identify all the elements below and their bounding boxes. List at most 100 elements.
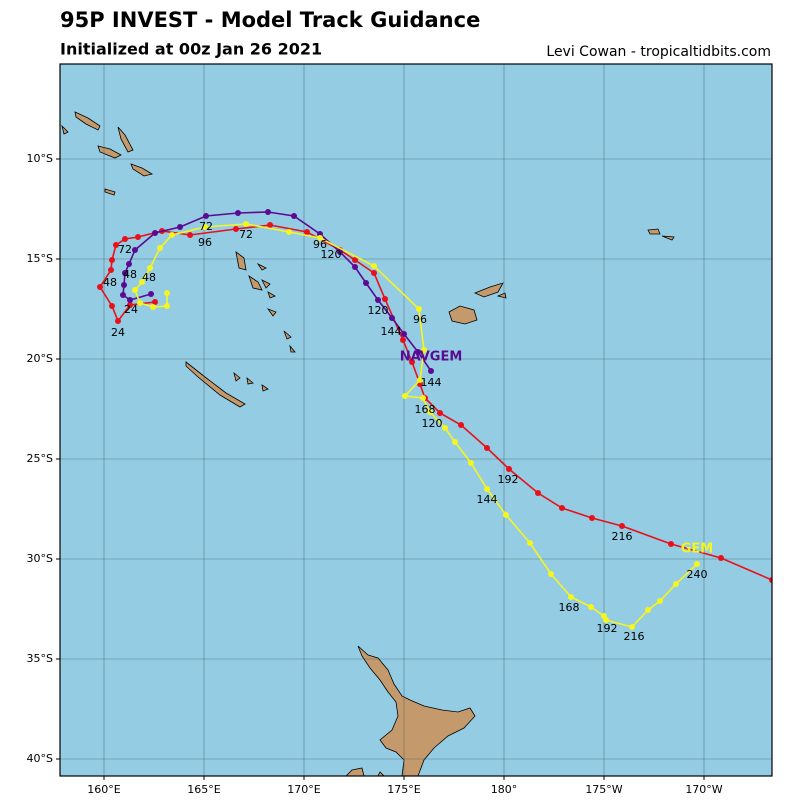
y-tick-label: 40°S	[27, 752, 53, 765]
track-point	[645, 607, 651, 613]
model-name: GEM	[681, 542, 714, 557]
track-point	[769, 577, 772, 583]
track-point	[415, 349, 421, 355]
title: 95P INVEST - Model Track Guidance	[60, 8, 480, 32]
track-point	[452, 439, 458, 445]
hour-label: 24	[124, 303, 138, 316]
track-point	[127, 302, 133, 308]
track-point	[152, 299, 158, 305]
track-point	[619, 523, 625, 529]
track-point	[109, 303, 115, 309]
track-point	[718, 555, 724, 561]
track-point	[371, 263, 377, 269]
track-point	[409, 359, 415, 365]
track-point	[417, 377, 423, 383]
track-point	[371, 270, 377, 276]
y-tick-label: 20°S	[27, 352, 53, 365]
model-name: NAVGEM	[400, 350, 463, 365]
track-point	[139, 279, 145, 285]
hour-label: 144	[381, 325, 402, 338]
track-point	[187, 232, 193, 238]
x-tick-label: 170°W	[685, 783, 722, 796]
track-point	[535, 490, 541, 496]
track-point	[673, 581, 679, 587]
track-point	[548, 571, 554, 577]
hour-label: 120	[368, 304, 389, 317]
track-point	[157, 245, 163, 251]
track-point	[115, 318, 121, 324]
hour-label: 216	[612, 530, 633, 543]
hour-label: 144	[421, 376, 442, 389]
track-point	[122, 270, 128, 276]
y-tick-label: 30°S	[27, 552, 53, 565]
track-point	[97, 284, 103, 290]
track-point	[233, 226, 239, 232]
track-point	[317, 235, 323, 241]
x-tick-label: 165°E	[187, 783, 220, 796]
track-point	[122, 236, 128, 242]
track-point	[137, 300, 143, 306]
track-point	[132, 287, 138, 293]
y-tick-label: 10°S	[27, 152, 53, 165]
track-point	[265, 209, 271, 215]
track-point	[235, 210, 241, 216]
track-point	[506, 466, 512, 472]
track-point	[629, 624, 635, 630]
hour-label: 240	[687, 568, 708, 581]
track-point	[126, 261, 132, 267]
hour-label: 24	[111, 326, 125, 339]
track-point	[148, 291, 154, 297]
track-point	[243, 221, 249, 227]
hour-label: 48	[142, 271, 156, 284]
hour-label: 192	[498, 473, 519, 486]
x-tick-label: 160°E	[87, 783, 120, 796]
x-tick-label: 175°E	[387, 783, 420, 796]
track-point	[203, 213, 209, 219]
subtitle: Initialized at 00z Jan 26 2021	[60, 40, 322, 59]
ocean	[60, 64, 772, 776]
track-point	[108, 267, 114, 273]
track-line	[122, 211, 432, 372]
track-point	[437, 410, 443, 416]
track-point	[132, 247, 138, 253]
track-point	[127, 297, 133, 303]
track-point	[484, 486, 490, 492]
hour-label: 168	[415, 403, 436, 416]
y-tick-label: 35°S	[27, 652, 53, 665]
track-point	[559, 505, 565, 511]
hour-label: 144	[477, 493, 498, 506]
track-point	[169, 232, 175, 238]
track-point	[458, 422, 464, 428]
track-point	[164, 290, 170, 296]
track-point	[177, 224, 183, 230]
hour-label: 216	[624, 630, 645, 643]
track-point	[120, 292, 126, 298]
map-frame	[59, 63, 773, 777]
track-point	[382, 296, 388, 302]
hour-label: 96	[198, 236, 212, 249]
track-point	[420, 395, 426, 401]
track-point	[267, 222, 273, 228]
hour-label: 48	[123, 268, 137, 281]
land	[61, 111, 675, 776]
x-tick-label: 180°	[491, 783, 518, 796]
hour-label: 72	[239, 228, 253, 241]
track-point	[568, 594, 574, 600]
hour-label: 192	[597, 622, 618, 635]
track-point	[484, 445, 490, 451]
track-point	[589, 515, 595, 521]
x-tick-label: 170°E	[287, 783, 320, 796]
track-line	[99, 224, 772, 581]
track-point	[202, 224, 208, 230]
track-point	[603, 617, 609, 623]
track-point	[427, 409, 433, 415]
track-point	[657, 598, 663, 604]
hour-label: 72	[118, 243, 132, 256]
track-point	[152, 230, 158, 236]
track-point	[109, 257, 115, 263]
track-point	[147, 265, 153, 271]
track-point	[363, 280, 369, 286]
track-point	[588, 604, 594, 610]
track-point	[352, 257, 358, 263]
